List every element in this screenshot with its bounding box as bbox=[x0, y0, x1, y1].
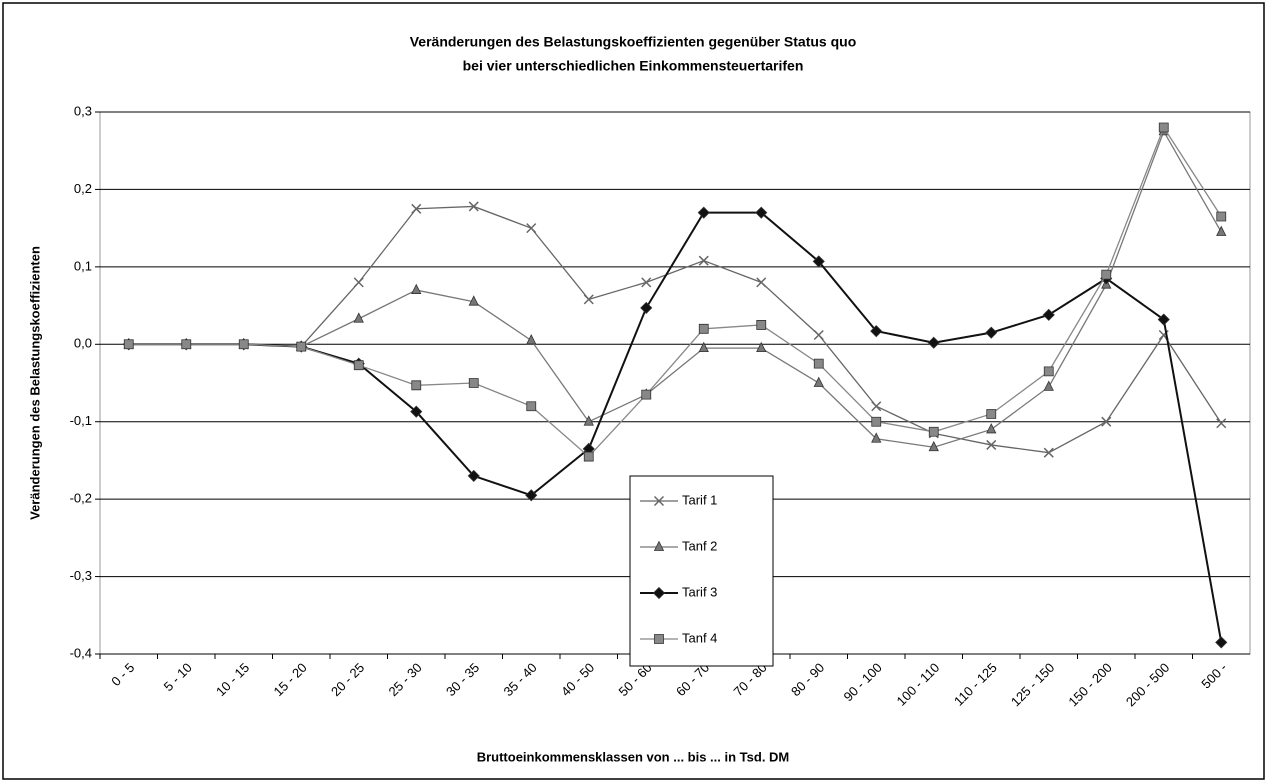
marker bbox=[756, 320, 767, 330]
marker bbox=[411, 203, 422, 214]
marker bbox=[653, 495, 665, 507]
y-axis-label: Veränderungen des Belastungskoeffiziente… bbox=[27, 246, 42, 520]
marker bbox=[1157, 313, 1170, 326]
marker bbox=[1043, 366, 1054, 377]
y-tick-label: 0,2 bbox=[74, 181, 92, 196]
marker bbox=[410, 405, 423, 418]
chart-title: Veränderungen des Belastungskoeffiziente… bbox=[410, 34, 857, 50]
marker bbox=[870, 325, 883, 338]
marker bbox=[986, 423, 997, 434]
legend-label: Tarif 1 bbox=[682, 492, 717, 507]
marker bbox=[353, 277, 364, 288]
marker bbox=[1101, 416, 1112, 427]
y-tick-label: 0,3 bbox=[74, 103, 92, 118]
marker bbox=[468, 201, 479, 212]
marker bbox=[654, 634, 664, 644]
marker bbox=[1101, 269, 1112, 280]
marker bbox=[871, 416, 882, 427]
marker bbox=[641, 389, 652, 400]
marker bbox=[756, 277, 767, 288]
marker bbox=[1042, 308, 1055, 321]
y-tick-label: -0,2 bbox=[70, 491, 92, 506]
marker bbox=[986, 409, 997, 419]
y-tick-label: -0,1 bbox=[70, 413, 92, 428]
marker bbox=[467, 469, 480, 482]
marker bbox=[353, 360, 364, 371]
marker bbox=[1216, 211, 1227, 222]
marker bbox=[583, 451, 594, 462]
marker bbox=[641, 277, 652, 288]
marker bbox=[698, 323, 709, 334]
marker bbox=[928, 426, 939, 437]
y-tick-label: 0,0 bbox=[74, 336, 92, 351]
marker bbox=[1216, 225, 1227, 236]
marker bbox=[525, 489, 538, 502]
marker bbox=[640, 301, 653, 314]
marker bbox=[813, 358, 824, 369]
chart-subtitle: bei vier unterschiedlichen Einkommensteu… bbox=[463, 58, 804, 74]
marker bbox=[812, 255, 825, 268]
marker bbox=[526, 334, 537, 345]
marker bbox=[698, 255, 709, 266]
marker bbox=[468, 295, 479, 306]
marker bbox=[468, 378, 479, 388]
marker bbox=[1158, 122, 1169, 133]
y-tick-label: -0,4 bbox=[70, 645, 92, 660]
marker bbox=[296, 341, 307, 352]
marker bbox=[756, 341, 767, 353]
marker bbox=[653, 540, 665, 551]
marker bbox=[583, 294, 594, 305]
series-line bbox=[128, 129, 1222, 448]
marker bbox=[986, 439, 997, 450]
marker bbox=[526, 401, 537, 412]
marker bbox=[411, 380, 422, 391]
marker bbox=[813, 376, 824, 387]
marker bbox=[813, 329, 824, 341]
x-axis-label: Bruttoeinkommensklassen von ... bis ... … bbox=[477, 749, 790, 764]
legend-label: Tarif 3 bbox=[682, 584, 717, 599]
marker bbox=[411, 283, 422, 294]
marker bbox=[927, 336, 940, 349]
y-tick-label: 0,1 bbox=[74, 258, 92, 273]
y-tick-label: -0,3 bbox=[70, 568, 92, 583]
marker bbox=[1216, 418, 1227, 429]
marker bbox=[353, 312, 364, 323]
marker bbox=[652, 586, 666, 600]
marker bbox=[871, 432, 882, 443]
marker bbox=[238, 339, 249, 350]
marker bbox=[123, 339, 134, 350]
marker bbox=[755, 206, 768, 219]
legend bbox=[629, 475, 774, 667]
marker bbox=[1043, 380, 1054, 391]
marker bbox=[526, 223, 537, 234]
legend-label: Tanf 2 bbox=[682, 538, 717, 553]
legend-label: Tanf 4 bbox=[682, 630, 717, 645]
marker bbox=[583, 415, 594, 426]
marker bbox=[871, 401, 882, 412]
marker bbox=[985, 326, 998, 339]
marker bbox=[181, 339, 192, 350]
series-line bbox=[128, 126, 1222, 458]
series-line bbox=[128, 205, 1222, 454]
marker bbox=[697, 206, 710, 219]
marker bbox=[1215, 636, 1228, 649]
marker bbox=[1043, 447, 1054, 458]
marker bbox=[698, 341, 709, 353]
marker bbox=[928, 440, 939, 452]
